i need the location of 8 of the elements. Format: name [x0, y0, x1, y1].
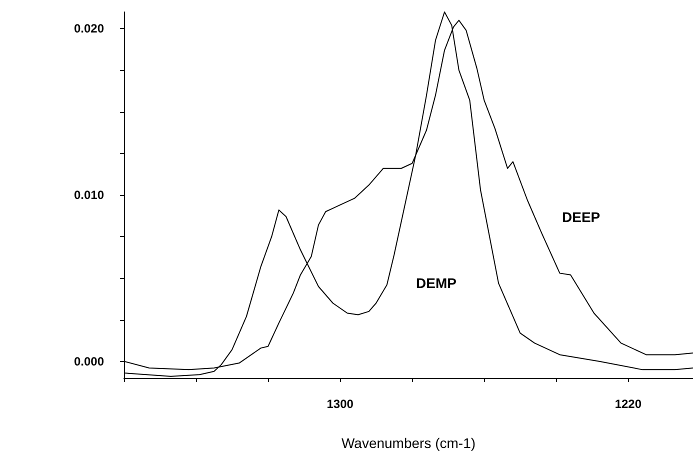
series-label: DEMP	[416, 275, 456, 291]
y-tick-label: 0.020	[74, 22, 104, 36]
series-label: DEEP	[562, 209, 600, 225]
y-tick-label: 0.000	[74, 354, 104, 368]
x-tick-label: 1300	[326, 397, 354, 411]
x-axis-title: Wavenumbers (cm-1)	[341, 435, 476, 451]
y-tick-label: 0.010	[74, 188, 104, 202]
x-tick-label: 1220	[614, 397, 642, 411]
